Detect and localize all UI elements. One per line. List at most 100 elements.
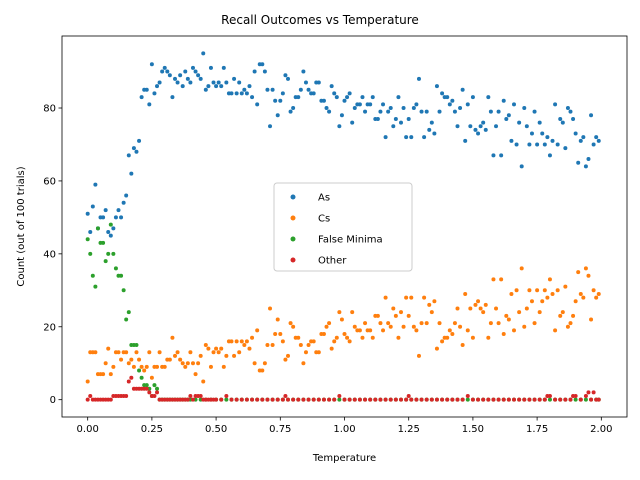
data-point bbox=[378, 109, 383, 114]
data-point bbox=[504, 116, 509, 121]
data-point bbox=[427, 302, 432, 307]
data-point bbox=[517, 120, 522, 125]
data-point bbox=[144, 87, 149, 92]
data-point bbox=[88, 394, 93, 399]
data-point bbox=[568, 321, 573, 326]
data-point bbox=[486, 397, 491, 402]
data-point bbox=[386, 321, 391, 326]
data-point bbox=[244, 339, 249, 344]
data-point bbox=[458, 324, 463, 329]
legend-marker bbox=[290, 194, 296, 200]
data-point bbox=[422, 135, 427, 140]
data-point bbox=[470, 335, 475, 340]
data-point bbox=[265, 87, 270, 92]
data-point bbox=[265, 342, 270, 347]
data-point bbox=[491, 397, 496, 402]
data-point bbox=[512, 328, 516, 333]
data-point bbox=[306, 342, 311, 347]
data-point bbox=[499, 277, 504, 282]
data-point bbox=[589, 113, 594, 118]
data-point bbox=[381, 102, 386, 107]
data-point bbox=[368, 328, 373, 333]
x-tick-label: 1.75 bbox=[526, 424, 548, 435]
data-point bbox=[589, 317, 594, 322]
data-point bbox=[571, 313, 576, 318]
data-point bbox=[316, 80, 321, 85]
data-point bbox=[147, 390, 152, 395]
data-point bbox=[393, 313, 398, 318]
data-point bbox=[278, 98, 283, 103]
data-point bbox=[162, 65, 167, 70]
data-point bbox=[201, 379, 206, 384]
data-point bbox=[301, 397, 306, 402]
data-point bbox=[488, 109, 493, 114]
data-point bbox=[280, 397, 285, 402]
data-point bbox=[352, 397, 357, 402]
data-point bbox=[470, 397, 475, 402]
data-point bbox=[216, 350, 221, 355]
chart-title: Recall Outcomes vs Temperature bbox=[221, 13, 419, 27]
data-point bbox=[517, 310, 522, 315]
data-point bbox=[373, 397, 378, 402]
data-point bbox=[352, 324, 357, 329]
data-point bbox=[440, 91, 445, 96]
data-point bbox=[244, 397, 249, 402]
data-point bbox=[90, 204, 95, 209]
data-point bbox=[506, 317, 511, 322]
data-point bbox=[550, 138, 555, 143]
data-point bbox=[419, 321, 424, 326]
data-point bbox=[283, 73, 288, 78]
data-point bbox=[476, 131, 481, 136]
data-point bbox=[509, 138, 514, 143]
data-point bbox=[596, 291, 601, 296]
data-point bbox=[173, 353, 177, 358]
y-axis-label: Count (out of 100 trials) bbox=[16, 166, 27, 286]
data-point bbox=[327, 321, 332, 326]
data-point bbox=[237, 80, 242, 85]
data-point bbox=[101, 240, 106, 245]
data-point bbox=[198, 76, 203, 81]
data-point bbox=[334, 95, 339, 100]
data-point bbox=[155, 84, 160, 89]
data-point bbox=[155, 390, 160, 395]
data-point bbox=[581, 135, 586, 140]
data-point bbox=[221, 65, 226, 70]
data-point bbox=[363, 109, 368, 114]
data-point bbox=[470, 95, 475, 100]
data-point bbox=[491, 153, 496, 158]
data-point bbox=[434, 397, 439, 402]
data-point bbox=[321, 98, 326, 103]
data-point bbox=[429, 310, 434, 315]
x-tick-label: 0.25 bbox=[141, 424, 163, 435]
data-point bbox=[144, 383, 149, 388]
data-point bbox=[401, 106, 406, 111]
data-point bbox=[103, 259, 108, 264]
data-point bbox=[303, 350, 308, 355]
data-point bbox=[229, 397, 234, 402]
data-point bbox=[211, 80, 216, 85]
data-point bbox=[247, 346, 252, 351]
data-point bbox=[535, 288, 540, 293]
data-point bbox=[137, 368, 142, 373]
data-point bbox=[424, 321, 429, 326]
data-point bbox=[568, 109, 573, 114]
data-point bbox=[108, 222, 113, 227]
data-point bbox=[298, 342, 303, 347]
data-point bbox=[527, 397, 532, 402]
x-tick-label: 2.00 bbox=[590, 424, 612, 435]
data-point bbox=[108, 397, 113, 402]
data-point bbox=[119, 215, 124, 220]
data-point bbox=[563, 146, 568, 151]
data-point bbox=[149, 62, 154, 67]
data-point bbox=[147, 350, 152, 355]
data-point bbox=[481, 397, 486, 402]
data-point bbox=[501, 332, 506, 337]
data-point bbox=[93, 350, 98, 355]
data-point bbox=[108, 233, 113, 238]
data-point bbox=[316, 397, 321, 402]
legend-marker bbox=[290, 257, 296, 263]
data-point bbox=[476, 299, 481, 304]
data-point bbox=[152, 383, 157, 388]
data-point bbox=[378, 321, 383, 326]
data-point bbox=[424, 397, 429, 402]
